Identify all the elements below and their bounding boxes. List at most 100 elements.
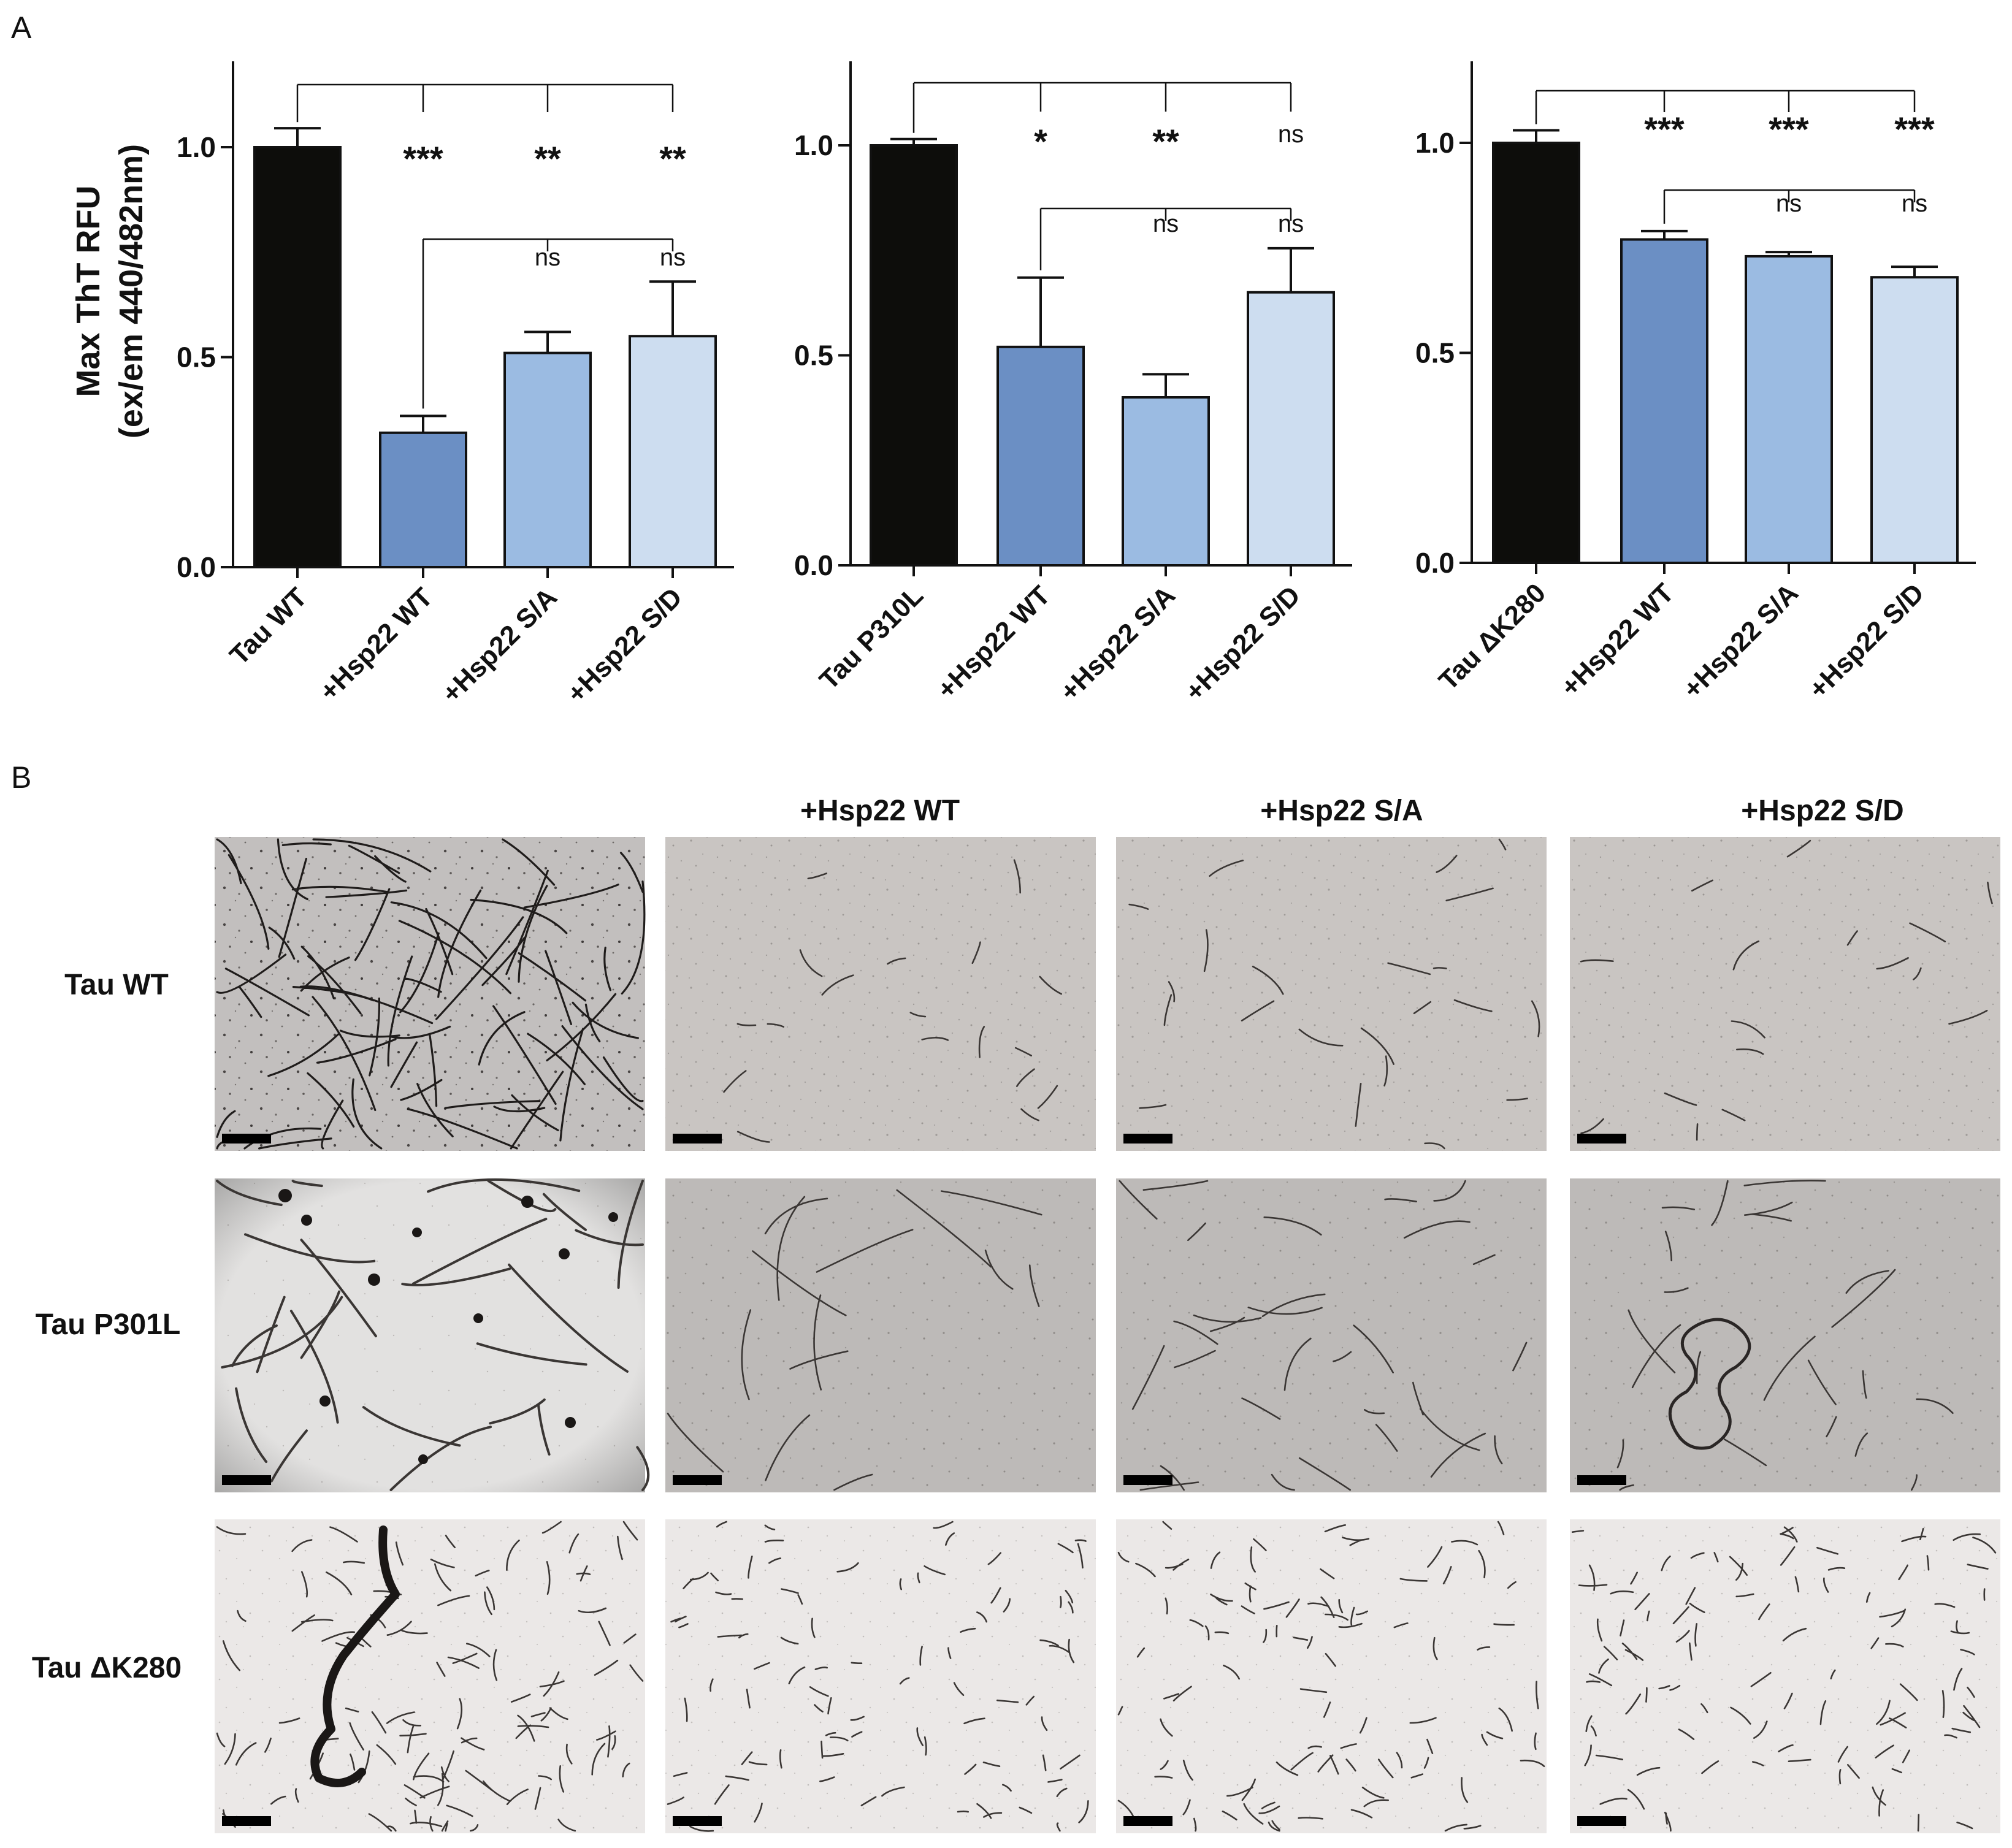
scale-bar — [1577, 1134, 1626, 1144]
scale-bar — [673, 1475, 722, 1485]
significance-label: ** — [659, 139, 686, 178]
category-label: +Hsp22 S/A — [1677, 578, 1804, 704]
y-tick-label: 1.0 — [794, 129, 833, 161]
micrograph-background — [1570, 1178, 2000, 1492]
bar — [629, 335, 717, 568]
significance-label: ns — [1278, 121, 1304, 148]
micrograph-r2-c3 — [1116, 1178, 1547, 1492]
aggregate-dot — [319, 1396, 331, 1407]
significance-label: ns — [1902, 190, 1927, 217]
bar — [503, 351, 592, 569]
fibrils — [1616, 1180, 1954, 1491]
micrograph-background — [1116, 837, 1547, 1151]
micrograph-grid — [215, 837, 2000, 1833]
bar-chart-tau-wt: 0.0 0.5 1.0 Tau WT +Hsp22 WT+Hsp22 S/A+Hsp22… — [177, 61, 734, 709]
column-header-hsp22-sd: +Hsp22 S/D — [1741, 795, 1903, 827]
micrograph-background — [1570, 837, 2000, 1151]
scale-bar — [1577, 1816, 1626, 1826]
micrograph-r3-c2 — [665, 1519, 1096, 1833]
significance-label: ns — [1776, 190, 1802, 217]
fibrils — [1571, 1526, 1997, 1832]
aggregate-dot — [565, 1417, 576, 1428]
micrograph-background — [215, 1519, 645, 1833]
aggregate-dot — [301, 1215, 312, 1226]
scale-bar — [1123, 1134, 1172, 1144]
micrograph-r3-c3 — [1116, 1519, 1547, 1833]
scale-bar — [1123, 1475, 1172, 1485]
scale-bar — [1123, 1816, 1172, 1826]
category-label: +Hsp22 WT — [1555, 578, 1680, 702]
y-tick-label: 1.0 — [177, 131, 216, 163]
fibrils — [1128, 838, 1540, 1150]
fibrils — [216, 1178, 650, 1491]
aggregate-dot — [368, 1273, 380, 1286]
category-label: +Hsp22 WT — [931, 580, 1056, 704]
fibrils — [1119, 1180, 1528, 1491]
significance-label: *** — [1644, 110, 1685, 148]
category-label: +Hsp22 S/A — [1054, 580, 1181, 707]
aggregate-dot — [559, 1248, 570, 1259]
significance-label: ns — [1153, 210, 1179, 237]
micrograph-r1-c2 — [665, 837, 1096, 1151]
micrograph-r1-c3 — [1116, 837, 1547, 1151]
significance-label: ns — [535, 244, 560, 271]
column-header-hsp22-wt: +Hsp22 WT — [800, 795, 960, 827]
micrograph-r2-c4 — [1570, 1178, 2000, 1492]
fibrils — [667, 1521, 1089, 1832]
scale-bar — [673, 1816, 722, 1826]
significance-label: ns — [1278, 210, 1304, 237]
significance-label: ** — [1152, 122, 1179, 161]
bar — [1247, 291, 1335, 567]
micrograph-background — [215, 837, 645, 1151]
micrograph-vignette — [215, 1178, 645, 1492]
y-axis-label-line1: Max ThT RFU — [70, 186, 107, 397]
significance-label: *** — [1769, 110, 1809, 148]
scale-bar — [222, 1475, 271, 1485]
micrograph-background — [665, 1178, 1096, 1492]
category-label: +Hsp22 WT — [314, 582, 438, 706]
category-label: Tau ΔK280 — [1433, 578, 1551, 696]
micrograph-r2-c2 — [665, 1178, 1096, 1492]
fibrils — [216, 838, 646, 1150]
micrograph-background — [1116, 1178, 1547, 1492]
bar — [996, 345, 1085, 567]
category-label: +Hsp22 S/D — [561, 582, 688, 709]
row-header-tau-dk280: Tau ΔK280 — [32, 1652, 182, 1684]
micrograph-r3-c1 — [215, 1519, 645, 1833]
y-tick-label: 0.0 — [794, 549, 833, 581]
y-tick-label: 1.0 — [1415, 127, 1455, 159]
bar — [1870, 276, 1959, 564]
category-label: +Hsp22 S/D — [1179, 580, 1306, 707]
y-tick-label: 0.0 — [1415, 547, 1455, 579]
bar — [1745, 254, 1833, 564]
y-axis-label-line2: (ex/em 440/482nm) — [113, 144, 150, 438]
aggregate-dot — [418, 1454, 428, 1464]
category-label: Tau P310L — [814, 580, 929, 695]
micrograph-r1-c1 — [215, 837, 646, 1151]
category-label: +Hsp22 S/D — [1803, 578, 1930, 704]
fibrils — [667, 1189, 1042, 1491]
large-aggregate — [310, 1525, 400, 1787]
scale-bar — [222, 1134, 271, 1144]
aggregate-dot — [412, 1228, 422, 1237]
micrograph-r1-c4 — [1570, 837, 2000, 1151]
y-tick-label: 0.0 — [177, 551, 216, 583]
aggregate-dot — [521, 1196, 534, 1208]
bar — [253, 146, 342, 568]
micrograph-background — [1116, 1519, 1547, 1833]
micrograph-r2-c1 — [215, 1178, 650, 1492]
scale-bar — [222, 1816, 271, 1826]
significance-label: ns — [660, 244, 686, 271]
scale-bar — [673, 1134, 722, 1144]
bar-chart-tau-dk280: 0.0 0.5 1.0 Tau ΔK280 +Hsp22 WT+Hsp22 S/A+Hs… — [1415, 61, 1976, 704]
significance-label: *** — [1894, 110, 1935, 148]
aggregate-dot — [473, 1313, 483, 1323]
panel-label-a: A — [11, 10, 32, 45]
panel-label-b: B — [11, 760, 31, 795]
scale-bar — [1577, 1475, 1626, 1485]
bar — [1620, 238, 1708, 564]
category-label: +Hsp22 S/A — [436, 582, 563, 709]
row-header-tau-wt: Tau WT — [64, 969, 169, 1001]
aggregate-dot — [278, 1189, 292, 1202]
